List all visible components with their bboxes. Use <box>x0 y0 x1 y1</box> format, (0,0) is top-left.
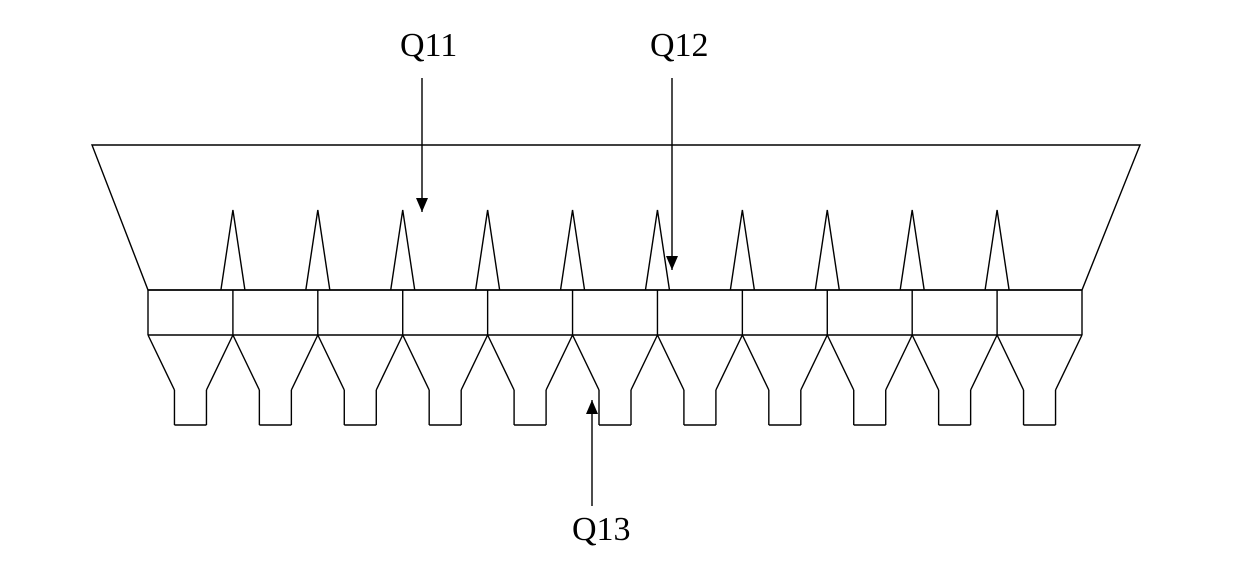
divider-spike <box>561 210 585 290</box>
divider-spike <box>221 210 245 290</box>
divider-spike <box>730 210 754 290</box>
divider-spike <box>391 210 415 290</box>
geometry-group <box>92 145 1140 425</box>
divider-spike <box>645 210 669 290</box>
divider-spike <box>815 210 839 290</box>
label-Q12: Q12 <box>650 27 709 64</box>
arrow-head-icon <box>666 256 678 270</box>
annotation-group: Q11 Q12 Q13 <box>400 27 709 548</box>
label-Q11: Q11 <box>400 27 457 64</box>
arrow-head-icon <box>416 198 428 212</box>
divider-spike <box>985 210 1009 290</box>
label-Q13: Q13 <box>572 511 631 548</box>
divider-spike <box>900 210 924 290</box>
divider-spike <box>306 210 330 290</box>
divider-spike <box>476 210 500 290</box>
technical-diagram: Q11 Q12 Q13 <box>0 0 1240 578</box>
arrow-head-icon <box>586 400 598 414</box>
hopper-trapezoid <box>92 145 1140 290</box>
